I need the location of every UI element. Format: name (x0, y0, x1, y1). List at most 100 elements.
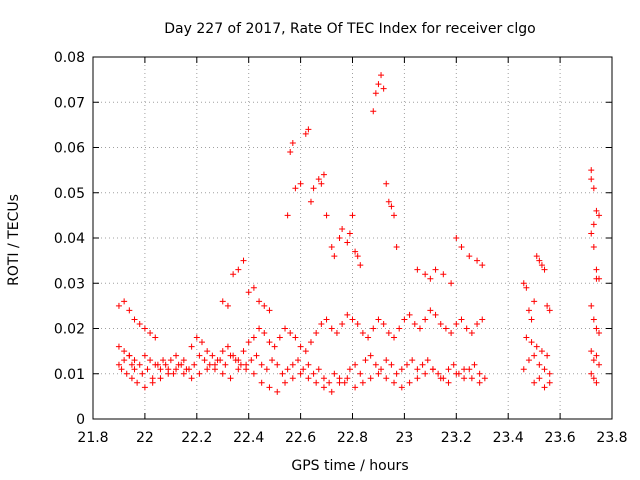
data-point (414, 366, 421, 373)
data-point (266, 307, 273, 314)
data-point (590, 221, 597, 228)
data-point (380, 85, 387, 92)
data-point (590, 375, 597, 382)
data-point (292, 334, 299, 341)
data-point (544, 302, 551, 309)
data-point (458, 244, 465, 251)
data-point (370, 108, 377, 115)
data-point (391, 334, 398, 341)
data-point (121, 357, 128, 364)
x-tick-label: 23.4 (493, 430, 524, 446)
data-point (354, 320, 361, 327)
data-point (258, 379, 265, 386)
data-point (367, 352, 374, 359)
data-point (365, 334, 372, 341)
data-point (531, 352, 538, 359)
data-point (383, 180, 390, 187)
data-point (385, 198, 392, 205)
data-point (230, 271, 237, 278)
data-point (541, 266, 548, 273)
data-point (523, 334, 530, 341)
data-point (424, 357, 431, 364)
data-point (183, 366, 190, 373)
data-point (528, 316, 535, 323)
data-point (323, 316, 330, 323)
data-point (375, 81, 382, 88)
data-point (222, 361, 229, 368)
data-point (380, 320, 387, 327)
data-point (297, 180, 304, 187)
data-point (152, 334, 159, 341)
data-point (284, 366, 291, 373)
x-tick-label: 23 (395, 430, 413, 446)
data-point (388, 203, 395, 210)
data-point (453, 235, 460, 241)
data-point (339, 320, 346, 327)
data-point (422, 370, 429, 377)
data-point (378, 72, 385, 79)
data-point (536, 361, 543, 368)
data-point (320, 171, 327, 178)
data-point (276, 334, 283, 341)
data-point (266, 339, 273, 346)
data-point (235, 357, 242, 364)
data-point (289, 375, 296, 382)
y-tick-label: 0.07 (54, 95, 85, 111)
x-axis-ticks: 21.8 22 22.2 22.4 22.6 22.8 23 23.2 23.4 23.6 23.8 (77, 57, 628, 446)
data-point (141, 325, 148, 332)
data-point (328, 388, 335, 395)
data-point (349, 212, 356, 219)
data-point (359, 330, 366, 337)
data-point (411, 320, 418, 327)
data-point (292, 185, 299, 192)
data-point (448, 280, 455, 287)
data-point (204, 348, 211, 355)
data-point (196, 352, 203, 359)
data-point (588, 230, 595, 237)
data-point (131, 366, 138, 373)
data-point (419, 361, 426, 368)
y-tick-label: 0.06 (54, 141, 85, 157)
data-point (479, 316, 486, 323)
data-point (422, 271, 429, 278)
data-point (341, 379, 348, 386)
data-point (352, 248, 359, 255)
data-point (318, 320, 325, 327)
data-point (287, 149, 294, 156)
data-point (344, 311, 351, 318)
y-tick-label: 0.05 (54, 186, 85, 202)
data-point (432, 311, 439, 318)
x-tick-label: 23.8 (596, 430, 627, 446)
data-point (593, 325, 600, 332)
x-tick-label: 23.6 (545, 430, 576, 446)
data-point (448, 330, 455, 337)
data-point (173, 366, 180, 373)
data-point (468, 375, 475, 382)
data-point (305, 361, 312, 368)
data-point (528, 339, 535, 346)
data-point (339, 225, 346, 232)
data-point (191, 361, 198, 368)
data-point (359, 379, 366, 386)
data-point (263, 366, 270, 373)
data-point (331, 370, 338, 377)
data-point (474, 320, 481, 327)
data-point (453, 320, 460, 327)
data-point (167, 357, 174, 364)
data-point (375, 370, 382, 377)
data-point (346, 366, 353, 373)
data-point (588, 176, 595, 183)
data-point (372, 90, 379, 97)
data-point (536, 257, 543, 264)
x-tick-label: 22.8 (337, 430, 368, 446)
data-point (279, 370, 286, 377)
data-point (437, 375, 444, 382)
data-point (596, 212, 603, 219)
data-point (414, 375, 421, 382)
data-point (307, 339, 314, 346)
data-point (323, 212, 330, 219)
data-point (237, 361, 244, 368)
data-point (204, 366, 211, 373)
data-point (209, 352, 216, 359)
